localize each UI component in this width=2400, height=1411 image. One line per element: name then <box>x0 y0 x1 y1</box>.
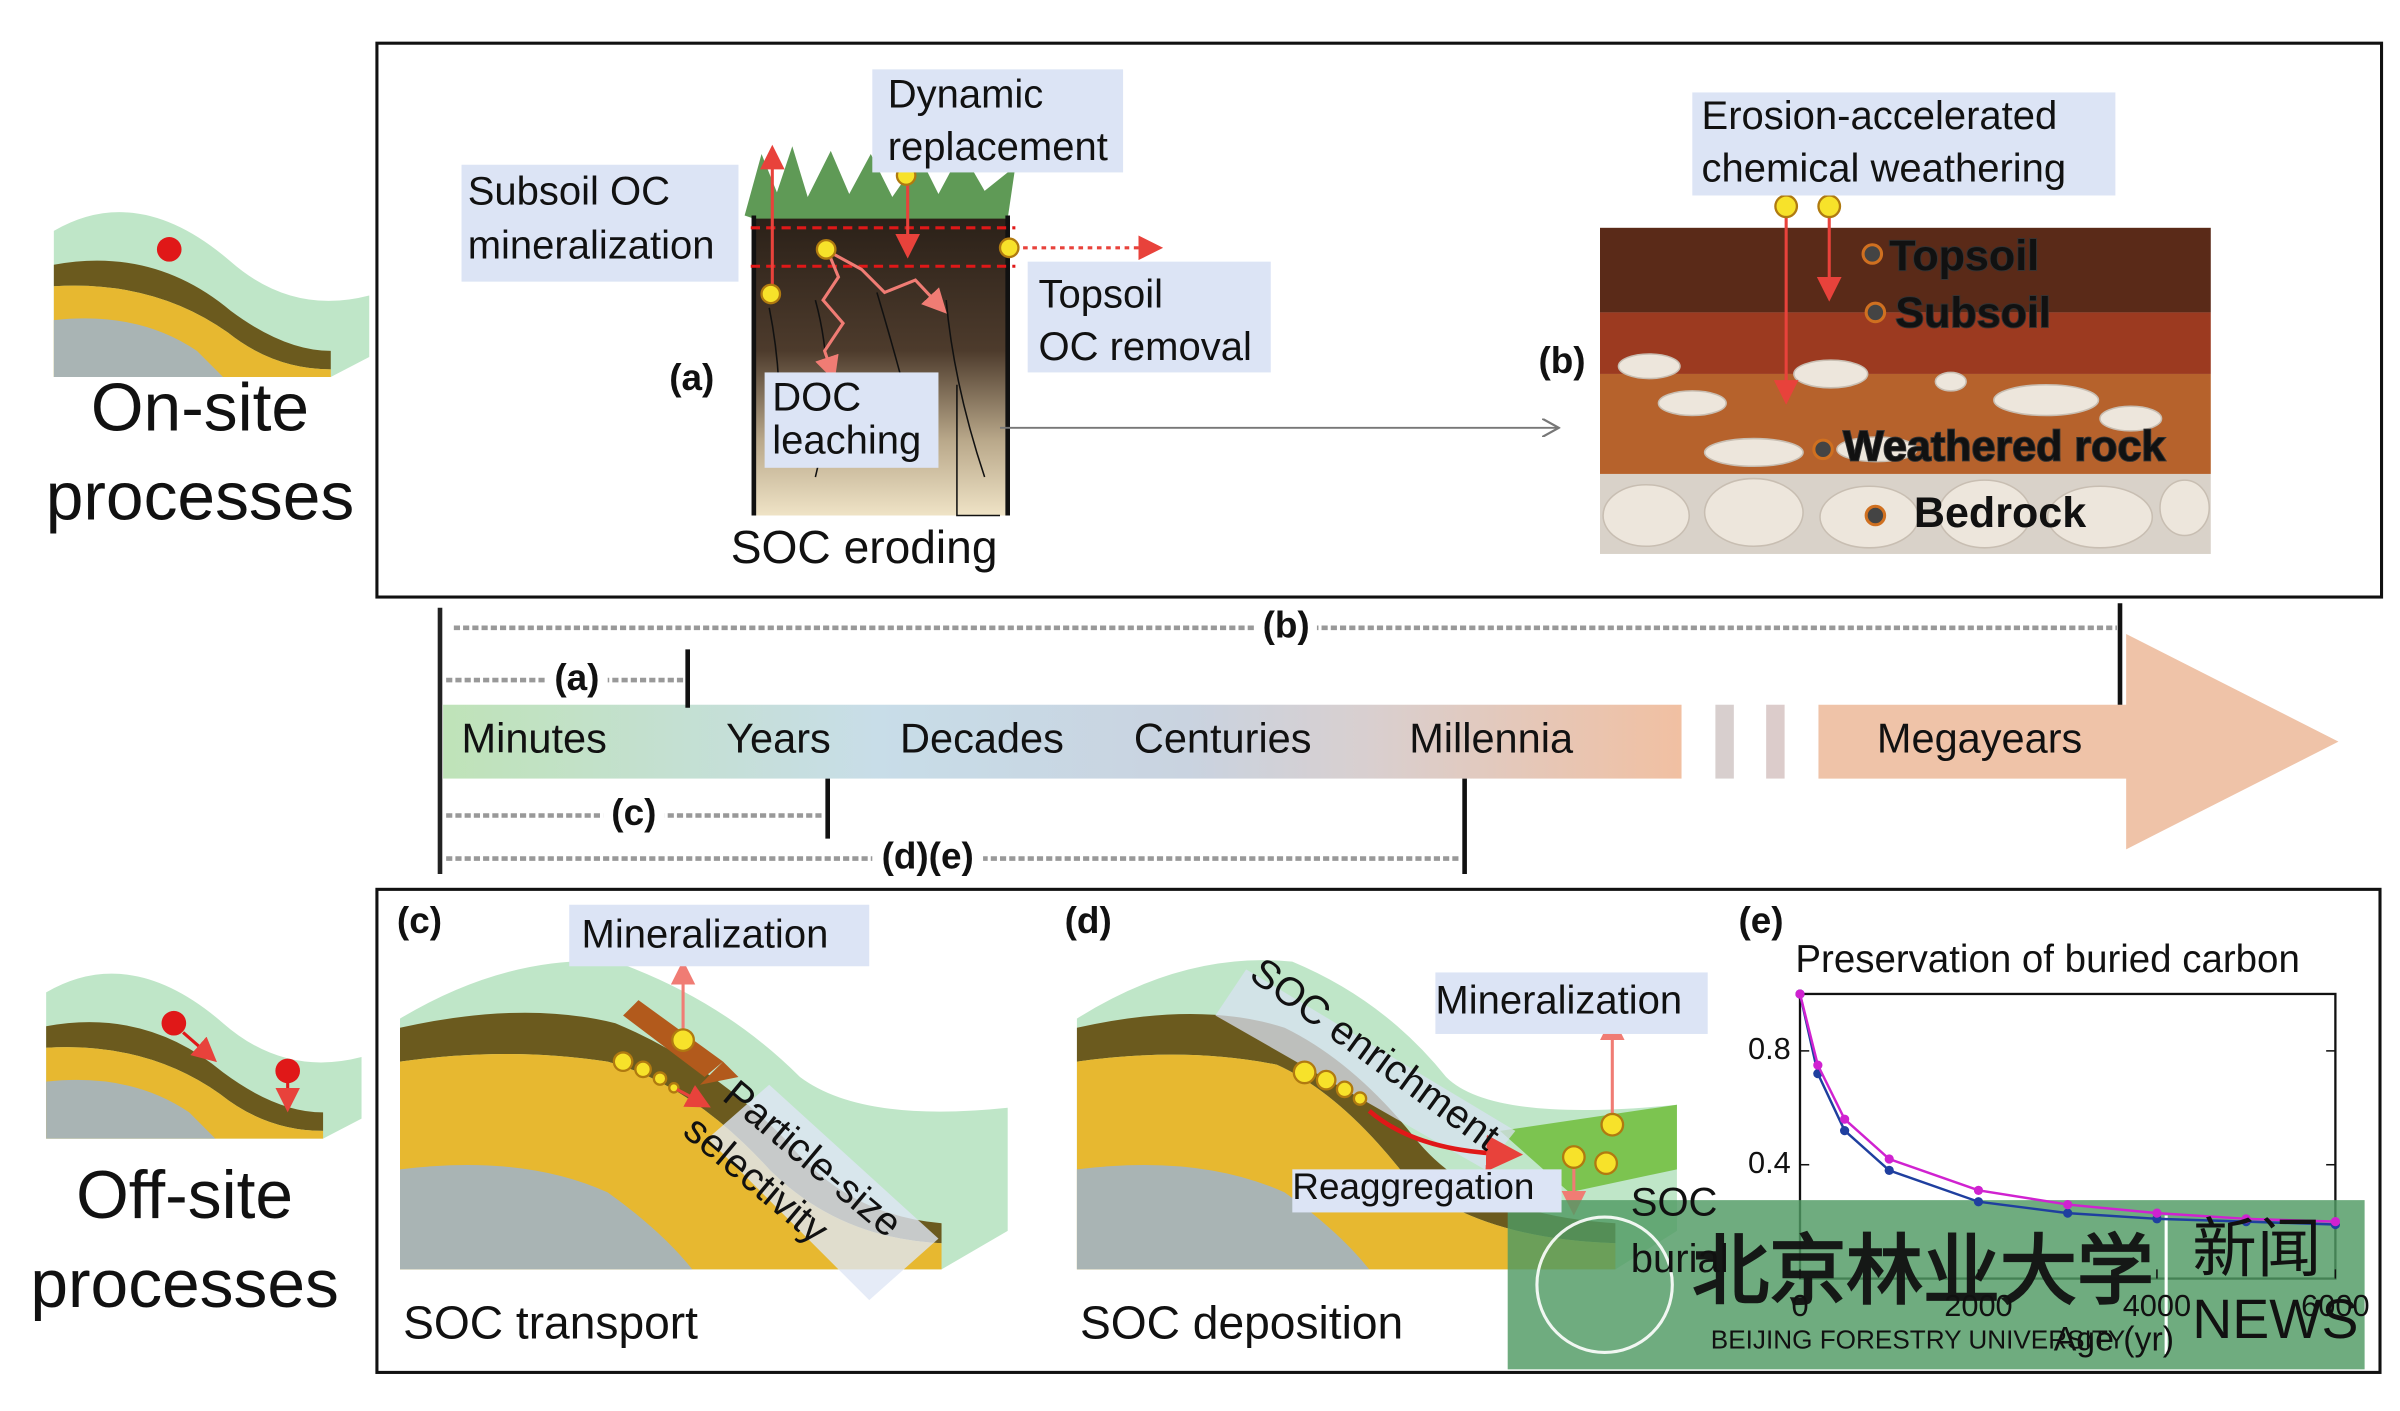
range-label-bg <box>872 838 984 879</box>
label-box <box>1692 92 2116 196</box>
caption: SOC transport <box>403 1296 698 1348</box>
callout: chemical weathering <box>1702 146 2067 190</box>
watermark-text: BEIJING FORESTRY UNIVERSITY <box>1711 1325 2125 1355</box>
onsite-frame <box>375 41 2384 599</box>
series-point <box>2063 1199 2073 1210</box>
timescale-label: Centuries <box>1134 715 1312 762</box>
label-box <box>1292 1169 1562 1213</box>
series-line <box>1798 993 2336 1223</box>
series-point <box>2063 1208 2073 1218</box>
timescale-label: Megayears <box>1877 715 2082 762</box>
onsite-icon <box>53 212 370 378</box>
series-point <box>2152 1208 2162 1218</box>
watermark-text: 新闻 <box>2192 1213 2321 1285</box>
series-line <box>1798 993 2336 1226</box>
series-point <box>1840 1114 1850 1124</box>
chart-title: Preservation of buried carbon <box>1795 938 2299 981</box>
layer-label: Weathered rock <box>1843 423 2165 471</box>
panel-label: (a) <box>669 357 714 398</box>
callout: OC removal <box>1038 325 1251 369</box>
layer-label: Topsoil <box>1889 232 2039 280</box>
x-axis-label: Age (yr) <box>2054 1321 2174 1359</box>
range-label-bg <box>1255 607 1317 648</box>
timescale-label: Decades <box>900 715 1064 762</box>
label-box <box>569 904 870 967</box>
watermark-text: 北京林业大学 <box>1692 1228 2153 1314</box>
series-point <box>2241 1214 2251 1224</box>
layer-label: Bedrock <box>1914 489 2086 537</box>
callout: Dynamic <box>888 73 1044 117</box>
label-box <box>764 372 939 468</box>
x-tick-label: 2000 <box>1944 1288 2012 1323</box>
range-label-bg <box>603 795 665 836</box>
series-point <box>1884 1165 1894 1176</box>
series-point <box>1973 1185 1984 1195</box>
panel-label: (d) <box>1065 900 1112 941</box>
label-box <box>1027 261 1271 373</box>
timescale-label: Minutes <box>462 715 607 762</box>
series-point <box>1973 1197 1984 1207</box>
callout: Erosion-accelerated <box>1702 94 2058 138</box>
y-tick-label: 0.8 <box>1748 1031 1791 1066</box>
watermark-seal <box>1535 1215 1674 1354</box>
watermark-bg <box>1507 1200 2365 1370</box>
side-label: On-site <box>91 370 309 445</box>
soil-block <box>1600 194 2211 554</box>
series-point <box>1840 1125 1850 1136</box>
callout: Topsoil <box>1038 273 1163 317</box>
timeline <box>437 603 2339 874</box>
callout: burial <box>1631 1237 1729 1281</box>
x-tick-label: 0 <box>1791 1288 1808 1323</box>
side-label: Off-site <box>76 1158 293 1233</box>
caption: SOC deposition <box>1080 1296 1403 1348</box>
callout: Mineralization <box>582 913 829 957</box>
series-point <box>2330 1217 2340 1227</box>
callout: Reaggregation <box>1292 1166 1534 1207</box>
range-label: (b) <box>1263 605 1310 646</box>
callout: Mineralization <box>1435 979 1682 1023</box>
range-label-bg <box>546 660 608 701</box>
panel-label: (e) <box>1738 900 1783 941</box>
timescale-label: Years <box>726 715 831 762</box>
series-point <box>1813 1060 1823 1070</box>
callout: replacement <box>888 125 1108 169</box>
label-box <box>461 164 739 282</box>
series-point <box>1795 989 1805 999</box>
callout: DOC <box>772 376 861 420</box>
offsite-icon <box>46 973 362 1139</box>
series-point <box>1884 1154 1894 1164</box>
x-tick-label: 6000 <box>2301 1288 2369 1323</box>
callout: mineralization <box>468 223 715 267</box>
watermark-text: NEWS <box>2192 1288 2358 1350</box>
caption: SOC eroding <box>731 521 998 573</box>
timescale-label: Millennia <box>1409 715 1574 762</box>
offsite-frame <box>375 887 2382 1374</box>
label-box <box>1435 972 1708 1034</box>
x-tick-label: 4000 <box>2123 1288 2191 1323</box>
y-tick-label: 0.4 <box>1748 1145 1791 1180</box>
side-label: processes <box>46 460 355 535</box>
panel-label: (c) <box>397 900 442 941</box>
layer-label: Subsoil <box>1895 289 2051 337</box>
callout: Subsoil OC <box>468 170 670 214</box>
callout: leaching <box>772 419 921 463</box>
side-label: processes <box>30 1247 339 1322</box>
range-label: (d)(e) <box>882 835 974 876</box>
range-label: (c) <box>611 792 656 833</box>
panel-label: (b) <box>1538 340 1585 381</box>
label-box <box>872 69 1124 173</box>
range-label: (a) <box>554 657 599 698</box>
terrain-c <box>400 960 1008 1301</box>
callout: SOC <box>1631 1180 1718 1224</box>
